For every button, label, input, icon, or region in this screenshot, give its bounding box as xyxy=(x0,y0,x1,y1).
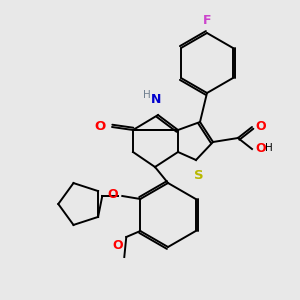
Text: F: F xyxy=(203,14,211,27)
Text: O: O xyxy=(255,142,266,155)
Text: O: O xyxy=(108,188,118,202)
Text: N: N xyxy=(151,93,161,106)
Text: O: O xyxy=(113,239,123,252)
Text: H: H xyxy=(143,90,151,100)
Text: S: S xyxy=(194,169,204,182)
Text: O: O xyxy=(95,121,106,134)
Text: O: O xyxy=(255,121,266,134)
Text: H: H xyxy=(265,143,273,153)
